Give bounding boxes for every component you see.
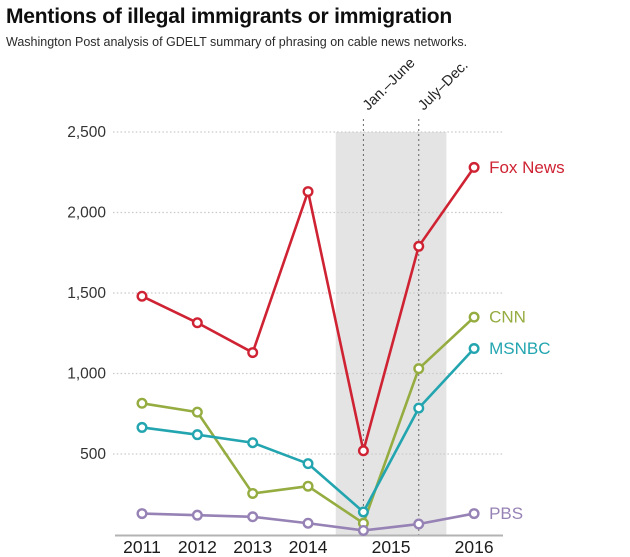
chart-header: Mentions of illegal immigrants or immigr… xyxy=(0,0,630,50)
data-point-cnn-1 xyxy=(191,406,203,418)
data-point-pbs-4 xyxy=(357,524,369,536)
x-tick-label: 2013 xyxy=(233,537,272,557)
data-point-msnbc-4 xyxy=(357,506,369,518)
x-tick-label: 2015 xyxy=(372,537,411,557)
data-point-fox-news-2 xyxy=(247,347,259,359)
data-point-msnbc-6 xyxy=(468,343,480,355)
data-point-pbs-1 xyxy=(191,509,203,521)
y-tick-label: 500 xyxy=(80,446,106,463)
series-label-pbs: PBS xyxy=(489,504,523,523)
annotation-label: Jan.–June xyxy=(360,55,419,114)
data-point-cnn-0 xyxy=(136,397,148,409)
data-point-msnbc-5 xyxy=(413,402,425,414)
data-point-cnn-2 xyxy=(247,487,259,499)
y-tick-label: 2,500 xyxy=(67,124,106,141)
data-point-fox-news-1 xyxy=(191,317,203,329)
y-tick-label: 1,500 xyxy=(67,285,106,302)
data-point-cnn-3 xyxy=(302,480,314,492)
data-point-msnbc-3 xyxy=(302,458,314,470)
page-title: Mentions of illegal immigrants or immigr… xyxy=(6,5,453,28)
data-point-pbs-5 xyxy=(413,518,425,530)
data-point-pbs-3 xyxy=(302,517,314,529)
series-label-cnn: CNN xyxy=(489,308,526,327)
data-point-pbs-0 xyxy=(136,508,148,520)
data-point-fox-news-4 xyxy=(357,445,369,457)
series-label-msnbc: MSNBC xyxy=(489,339,550,358)
data-point-fox-news-3 xyxy=(302,186,314,198)
data-point-msnbc-1 xyxy=(191,429,203,441)
data-point-pbs-2 xyxy=(247,511,259,523)
x-tick-label: 2011 xyxy=(123,537,161,557)
data-point-msnbc-2 xyxy=(247,437,259,449)
x-tick-label: 2012 xyxy=(178,537,217,557)
y-tick-label: 2,000 xyxy=(67,205,106,222)
x-tick-label: 2016 xyxy=(455,537,494,557)
series-label-fox-news: Fox News xyxy=(489,158,565,177)
data-point-fox-news-5 xyxy=(413,240,425,252)
data-point-fox-news-0 xyxy=(136,290,148,302)
data-point-cnn-6 xyxy=(468,311,480,323)
annotation-label: July–Dec. xyxy=(415,57,471,113)
y-tick-label: 1,000 xyxy=(67,366,106,383)
page-subtitle: Washington Post analysis of GDELT summar… xyxy=(6,35,468,50)
data-point-cnn-5 xyxy=(413,363,425,375)
data-point-fox-news-6 xyxy=(468,161,480,173)
data-point-pbs-6 xyxy=(468,508,480,520)
highlight-band xyxy=(335,132,447,535)
x-tick-label: 2014 xyxy=(289,537,328,557)
data-point-msnbc-0 xyxy=(136,421,148,433)
